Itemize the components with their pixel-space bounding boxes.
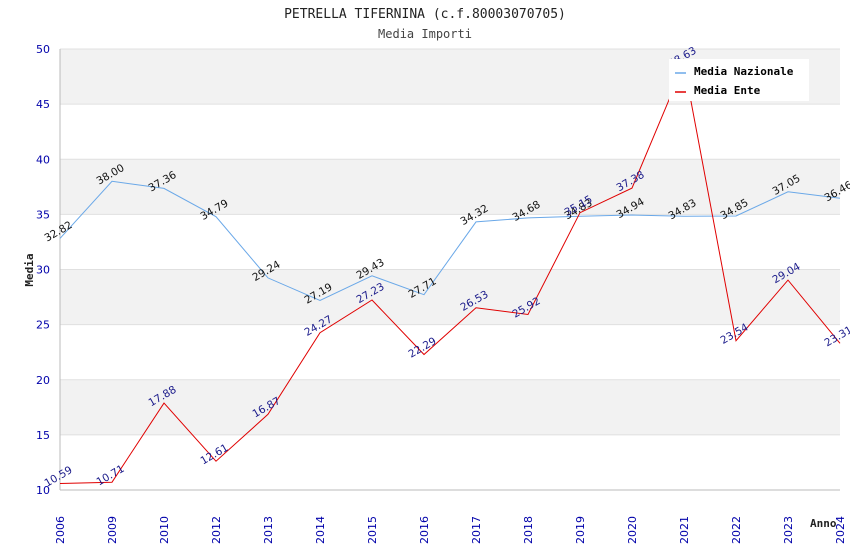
y-tick-label: 15 <box>36 429 50 442</box>
x-tick-label: 2013 <box>262 516 275 544</box>
x-tick-label: 2006 <box>54 516 67 544</box>
y-tick-label: 10 <box>36 484 50 497</box>
y-ticks: 10 15 20 25 30 35 40 45 50 <box>36 43 50 497</box>
x-ticks: 2006 2009 2010 2012 2013 2014 2015 2016 2017 2018… <box>54 516 847 544</box>
x-tick-label: 2015 <box>366 516 379 544</box>
y-tick-label: 45 <box>36 98 50 111</box>
x-tick-label: 2016 <box>418 516 431 544</box>
background-bands <box>60 49 840 490</box>
band <box>60 324 840 380</box>
series-line-ente <box>59 62 841 484</box>
x-tick-label: 2009 <box>106 516 119 544</box>
x-tick-label: 2017 <box>470 516 483 544</box>
legend: Media Nazionale Media Ente <box>669 59 809 101</box>
x-tick-label: 2010 <box>158 516 171 544</box>
legend-box <box>669 59 809 101</box>
x-tick-label: 2020 <box>626 516 639 544</box>
x-tick-label: 2018 <box>522 516 535 544</box>
chart-title: PETRELLA TIFERNINA (c.f.80003070705) <box>284 7 566 22</box>
band <box>60 434 840 490</box>
x-axis-label: Anno <box>810 517 837 530</box>
x-tick-label: 2014 <box>314 516 327 544</box>
band <box>60 104 840 160</box>
band <box>60 269 840 325</box>
chart-subtitle: Media Importi <box>378 27 472 41</box>
y-tick-label: 40 <box>36 153 50 166</box>
series-line-nazionale <box>59 180 841 302</box>
band <box>60 214 840 270</box>
y-tick-label: 35 <box>36 208 50 221</box>
y-axis-label: Media <box>23 253 36 286</box>
band <box>60 379 840 435</box>
y-tick-label: 25 <box>36 319 50 332</box>
series-lines <box>59 62 841 484</box>
x-tick-label: 2012 <box>210 516 223 544</box>
x-tick-label: 2021 <box>678 516 691 544</box>
y-tick-label: 20 <box>36 374 50 387</box>
x-tick-label: 2022 <box>730 516 743 544</box>
y-tick-label: 50 <box>36 43 50 56</box>
legend-label-nazionale: Media Nazionale <box>694 65 794 78</box>
legend-label-ente: Media Ente <box>694 84 761 97</box>
y-tick-label: 30 <box>36 264 50 277</box>
band <box>60 159 840 215</box>
x-tick-label: 2024 <box>834 516 847 544</box>
x-tick-label: 2019 <box>574 516 587 544</box>
x-tick-label: 2023 <box>782 516 795 544</box>
